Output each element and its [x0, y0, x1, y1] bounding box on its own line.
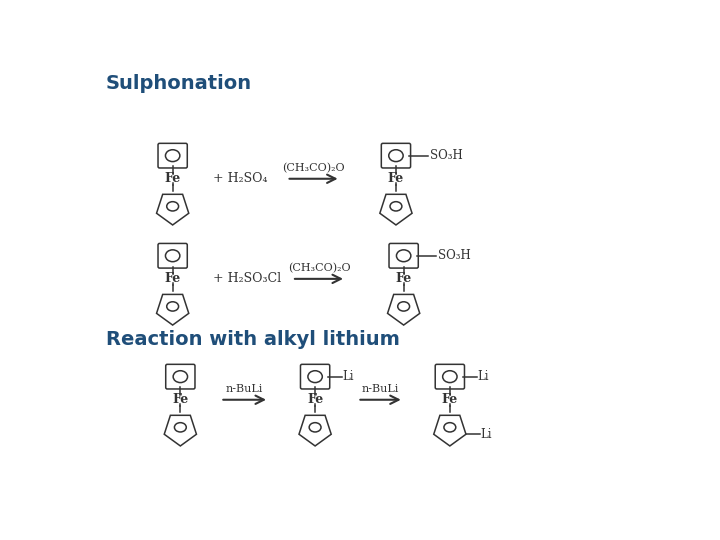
Ellipse shape: [389, 150, 403, 161]
Text: Li: Li: [343, 370, 354, 383]
Text: Fe: Fe: [172, 393, 189, 406]
Ellipse shape: [167, 201, 179, 211]
Polygon shape: [433, 415, 466, 446]
FancyBboxPatch shape: [389, 244, 418, 268]
FancyBboxPatch shape: [166, 364, 195, 389]
Ellipse shape: [397, 250, 411, 262]
Text: Fe: Fe: [165, 172, 181, 185]
Ellipse shape: [166, 250, 180, 262]
Text: Fe: Fe: [388, 172, 404, 185]
Text: Li: Li: [477, 370, 489, 383]
Ellipse shape: [173, 371, 187, 382]
Text: Fe: Fe: [442, 393, 458, 406]
Ellipse shape: [309, 423, 321, 432]
Polygon shape: [156, 294, 189, 325]
FancyBboxPatch shape: [435, 364, 464, 389]
Text: Fe: Fe: [395, 272, 412, 285]
Ellipse shape: [390, 201, 402, 211]
Text: (CH₃CO)₂O: (CH₃CO)₂O: [282, 163, 345, 173]
FancyBboxPatch shape: [382, 143, 410, 168]
Ellipse shape: [167, 302, 179, 311]
Text: Fe: Fe: [307, 393, 323, 406]
Text: n-BuLi: n-BuLi: [362, 384, 399, 394]
FancyBboxPatch shape: [158, 143, 187, 168]
Text: SO₃H: SO₃H: [438, 249, 470, 262]
Text: Sulphonation: Sulphonation: [106, 74, 252, 93]
Text: SO₃H: SO₃H: [430, 149, 462, 162]
Polygon shape: [164, 415, 197, 446]
FancyBboxPatch shape: [300, 364, 330, 389]
Ellipse shape: [174, 423, 186, 432]
Ellipse shape: [397, 302, 410, 311]
Text: (CH₃CO)₂O: (CH₃CO)₂O: [287, 263, 350, 273]
Polygon shape: [156, 194, 189, 225]
Text: n-BuLi: n-BuLi: [226, 384, 264, 394]
Ellipse shape: [166, 150, 180, 161]
Ellipse shape: [308, 371, 323, 382]
Text: + H₂SO₃Cl: + H₂SO₃Cl: [212, 272, 281, 285]
Ellipse shape: [443, 371, 457, 382]
Polygon shape: [380, 194, 412, 225]
Polygon shape: [299, 415, 331, 446]
Text: Li: Li: [480, 428, 492, 441]
Text: Reaction with alkyl lithium: Reaction with alkyl lithium: [106, 330, 400, 349]
Text: Fe: Fe: [165, 272, 181, 285]
Polygon shape: [387, 294, 420, 325]
Text: + H₂SO₄: + H₂SO₄: [212, 172, 267, 185]
Ellipse shape: [444, 423, 456, 432]
FancyBboxPatch shape: [158, 244, 187, 268]
